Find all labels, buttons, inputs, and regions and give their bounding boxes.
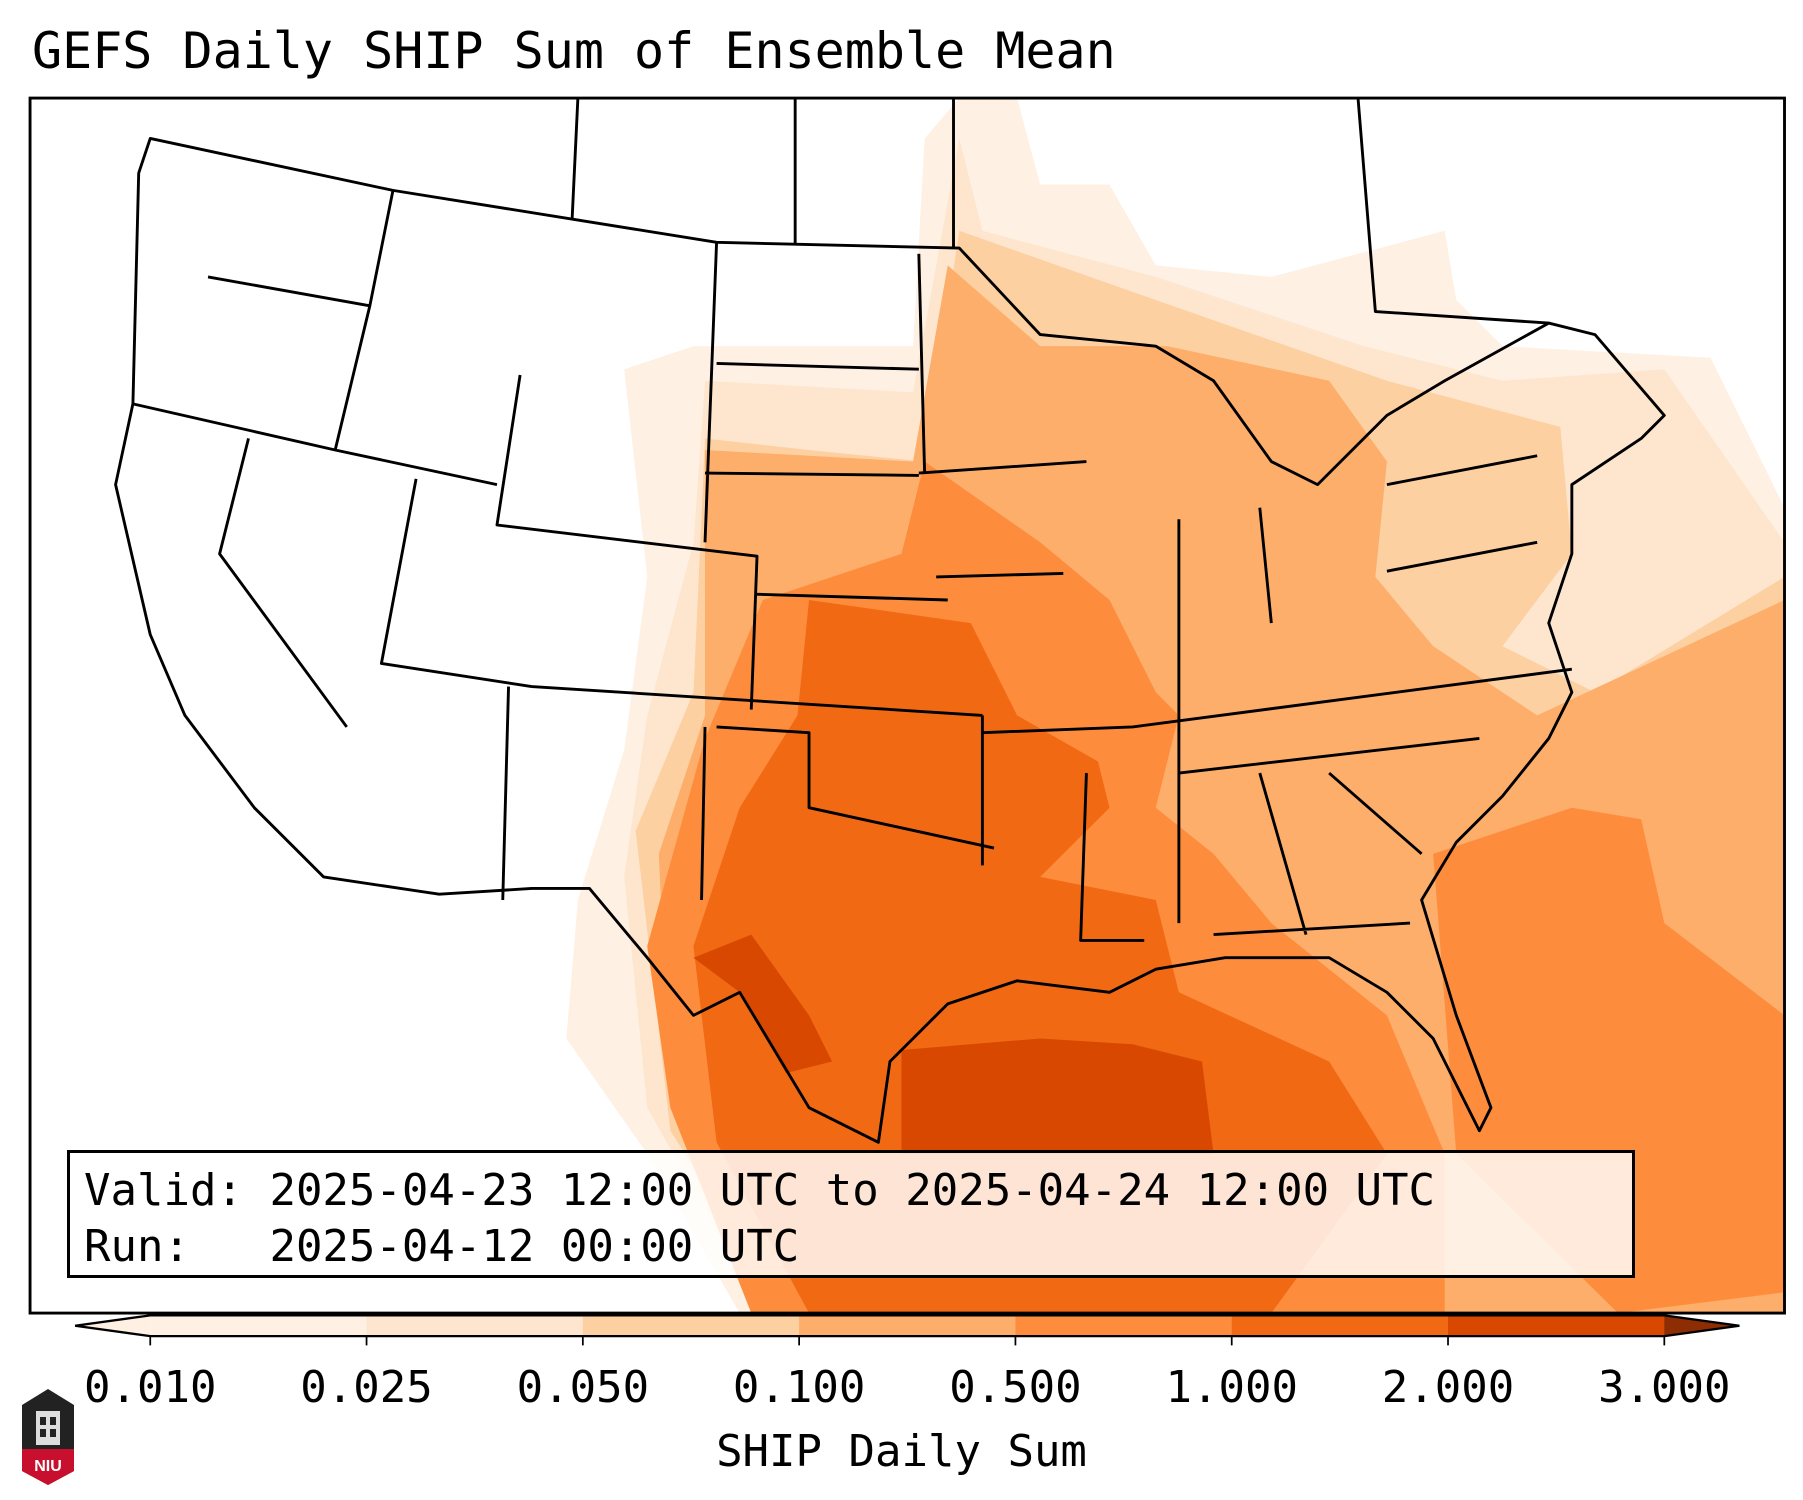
- colorbar-bin: [1015, 1315, 1233, 1337]
- niu-logo: NIU: [22, 1389, 74, 1485]
- colorbar-bin: [799, 1315, 1017, 1337]
- colorbar-bin: [366, 1315, 584, 1337]
- run-value: 2025-04-12 00:00 UTC: [269, 1221, 800, 1272]
- map-frame: [28, 96, 1786, 1315]
- colorbar-extend-low: [75, 1315, 151, 1337]
- colorbar-bin: [1231, 1315, 1449, 1337]
- colorbar-tick-label: 3.000: [1598, 1362, 1731, 1413]
- colorbar-bin: [1448, 1315, 1665, 1337]
- valid-run-box: Valid: 2025-04-23 12:00 UTC to 2025-04-2…: [67, 1150, 1635, 1278]
- valid-value: 2025-04-23 12:00 UTC to 2025-04-24 12:00…: [269, 1165, 1436, 1216]
- colorbar-bin: [582, 1315, 800, 1337]
- colorbar-tick-label: 2.000: [1381, 1362, 1515, 1413]
- svg-text:NIU: NIU: [34, 1458, 62, 1475]
- colorbar-tick-label: 1.000: [1165, 1362, 1298, 1413]
- shade-2.000-gulf: [901, 1038, 1214, 1154]
- colorbar-tick-label: 0.010: [84, 1362, 217, 1413]
- colorbar-extend-high: [1664, 1315, 1740, 1337]
- colorbar-tick-label: 0.050: [516, 1362, 650, 1413]
- colorbar: [74, 1314, 1740, 1346]
- colorbar-tick-label: 0.500: [949, 1362, 1082, 1413]
- shade-1.000: [693, 600, 1387, 1314]
- map-title: GEFS Daily SHIP Sum of Ensemble Mean: [32, 22, 1116, 80]
- colorbar-tick-label: 0.100: [732, 1362, 866, 1413]
- shade-2.000-texas: [693, 934, 833, 1074]
- colorbar-tick-label: 0.025: [300, 1362, 433, 1413]
- colorbar-label: SHIP Daily Sum: [716, 1426, 1087, 1477]
- ship-shading: [114, 98, 1785, 1314]
- valid-label: Valid:: [84, 1165, 243, 1216]
- coastline-and-borders: [114, 98, 1666, 1144]
- colorbar-bin: [150, 1315, 368, 1337]
- run-label: Run:: [84, 1221, 190, 1272]
